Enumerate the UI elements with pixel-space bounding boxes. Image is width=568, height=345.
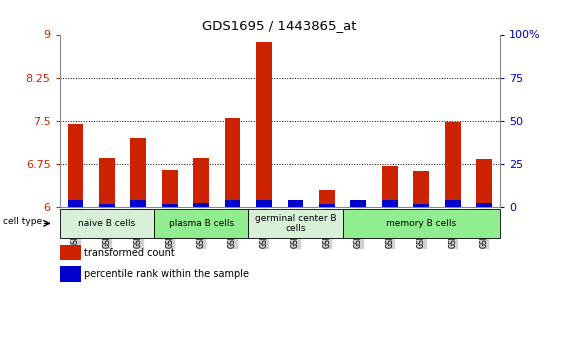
Bar (154, 209, 248, 238)
Bar (131, 138, 146, 207)
Title: GDS1695 / 1443865_at: GDS1695 / 1443865_at (202, 19, 357, 32)
Bar (350, 200, 366, 207)
Text: naive B cells: naive B cells (78, 219, 135, 228)
Bar (476, 203, 492, 207)
Bar (287, 200, 303, 207)
Bar (476, 159, 492, 207)
Text: cell type: cell type (3, 217, 42, 226)
Bar (131, 200, 146, 207)
Bar (99, 158, 115, 207)
Bar (162, 204, 178, 207)
Bar (350, 200, 366, 207)
Bar (256, 200, 272, 207)
Bar (225, 200, 240, 207)
Bar (248, 209, 343, 238)
Bar (382, 166, 398, 207)
Bar (382, 200, 398, 207)
Text: transformed count: transformed count (84, 248, 175, 258)
Bar (445, 200, 461, 207)
Text: memory B cells: memory B cells (386, 219, 456, 228)
Bar (99, 204, 115, 207)
Bar (193, 203, 209, 207)
Bar (287, 200, 303, 207)
Bar (60, 266, 81, 282)
Bar (343, 209, 500, 238)
Bar (445, 122, 461, 207)
Text: percentile rank within the sample: percentile rank within the sample (84, 269, 249, 279)
Bar (68, 200, 83, 207)
Bar (162, 170, 178, 207)
Bar (60, 245, 81, 260)
Bar (414, 204, 429, 207)
Bar (193, 158, 209, 207)
Bar (68, 124, 83, 207)
Bar (60, 209, 154, 238)
Bar (319, 190, 335, 207)
Bar (319, 204, 335, 207)
Text: germinal center B
cells: germinal center B cells (254, 214, 336, 233)
Bar (256, 42, 272, 207)
Text: plasma B cells: plasma B cells (169, 219, 233, 228)
Bar (225, 118, 240, 207)
Bar (414, 171, 429, 207)
